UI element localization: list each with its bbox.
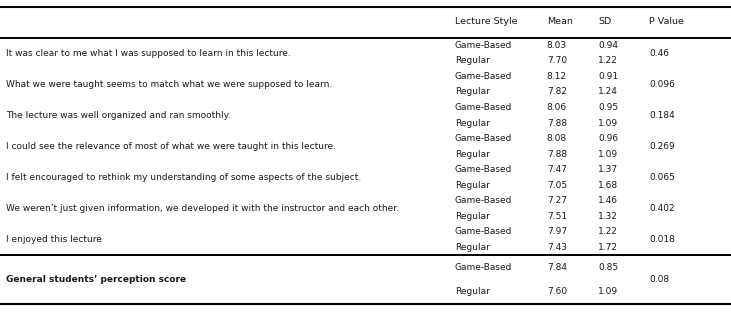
- Text: 1.68: 1.68: [598, 181, 618, 190]
- Text: The lecture was well organized and ran smoothly.: The lecture was well organized and ran s…: [6, 111, 230, 120]
- Text: 7.05: 7.05: [547, 181, 567, 190]
- Text: 7.47: 7.47: [547, 165, 567, 174]
- Text: 0.018: 0.018: [649, 235, 675, 244]
- Text: 0.184: 0.184: [649, 111, 675, 120]
- Text: Game-Based: Game-Based: [455, 263, 512, 272]
- Text: Regular: Regular: [455, 56, 490, 65]
- Text: Game-Based: Game-Based: [455, 227, 512, 236]
- Text: I could see the relevance of most of what we were taught in this lecture.: I could see the relevance of most of wha…: [6, 142, 336, 151]
- Text: Regular: Regular: [455, 287, 490, 296]
- Text: 0.269: 0.269: [649, 142, 675, 151]
- Text: 8.06: 8.06: [547, 103, 567, 112]
- Text: Game-Based: Game-Based: [455, 134, 512, 143]
- Text: General students’ perception score: General students’ perception score: [6, 275, 186, 284]
- Text: SD: SD: [598, 18, 611, 26]
- Text: 1.09: 1.09: [598, 287, 618, 296]
- Text: 0.85: 0.85: [598, 263, 618, 272]
- Text: 0.46: 0.46: [649, 49, 669, 58]
- Text: Game-Based: Game-Based: [455, 196, 512, 205]
- Text: 7.84: 7.84: [547, 263, 567, 272]
- Text: Regular: Regular: [455, 150, 490, 159]
- Text: Regular: Regular: [455, 119, 490, 127]
- Text: 7.43: 7.43: [547, 243, 567, 252]
- Text: 8.08: 8.08: [547, 134, 567, 143]
- Text: Game-Based: Game-Based: [455, 165, 512, 174]
- Text: 0.96: 0.96: [598, 134, 618, 143]
- Text: 0.95: 0.95: [598, 103, 618, 112]
- Text: 0.096: 0.096: [649, 80, 675, 89]
- Text: 1.72: 1.72: [598, 243, 618, 252]
- Text: 1.37: 1.37: [598, 165, 618, 174]
- Text: Game-Based: Game-Based: [455, 103, 512, 112]
- Text: 0.08: 0.08: [649, 275, 670, 284]
- Text: 8.12: 8.12: [547, 72, 567, 81]
- Text: 7.97: 7.97: [547, 227, 567, 236]
- Text: 7.51: 7.51: [547, 212, 567, 221]
- Text: 7.60: 7.60: [547, 287, 567, 296]
- Text: What we were taught seems to match what we were supposed to learn.: What we were taught seems to match what …: [6, 80, 332, 89]
- Text: 7.27: 7.27: [547, 196, 567, 205]
- Text: Regular: Regular: [455, 212, 490, 221]
- Text: 1.22: 1.22: [598, 227, 618, 236]
- Text: 1.22: 1.22: [598, 56, 618, 65]
- Text: Regular: Regular: [455, 243, 490, 252]
- Text: 0.402: 0.402: [649, 204, 675, 213]
- Text: Regular: Regular: [455, 181, 490, 190]
- Text: 0.94: 0.94: [598, 41, 618, 50]
- Text: It was clear to me what I was supposed to learn in this lecture.: It was clear to me what I was supposed t…: [6, 49, 291, 58]
- Text: 7.82: 7.82: [547, 87, 567, 96]
- Text: 1.09: 1.09: [598, 119, 618, 127]
- Text: I felt encouraged to rethink my understanding of some aspects of the subject.: I felt encouraged to rethink my understa…: [6, 173, 361, 182]
- Text: 7.88: 7.88: [547, 119, 567, 127]
- Text: 0.91: 0.91: [598, 72, 618, 81]
- Text: 1.24: 1.24: [598, 87, 618, 96]
- Text: Mean: Mean: [547, 18, 572, 26]
- Text: We weren’t just given information, we developed it with the instructor and each : We weren’t just given information, we de…: [6, 204, 399, 213]
- Text: Game-Based: Game-Based: [455, 72, 512, 81]
- Text: 1.46: 1.46: [598, 196, 618, 205]
- Text: Lecture Style: Lecture Style: [455, 18, 517, 26]
- Text: 7.88: 7.88: [547, 150, 567, 159]
- Text: Game-Based: Game-Based: [455, 41, 512, 50]
- Text: Regular: Regular: [455, 87, 490, 96]
- Text: I enjoyed this lecture: I enjoyed this lecture: [6, 235, 102, 244]
- Text: 1.32: 1.32: [598, 212, 618, 221]
- Text: 1.09: 1.09: [598, 150, 618, 159]
- Text: P Value: P Value: [649, 18, 684, 26]
- Text: 7.70: 7.70: [547, 56, 567, 65]
- Text: 0.065: 0.065: [649, 173, 675, 182]
- Text: 8.03: 8.03: [547, 41, 567, 50]
